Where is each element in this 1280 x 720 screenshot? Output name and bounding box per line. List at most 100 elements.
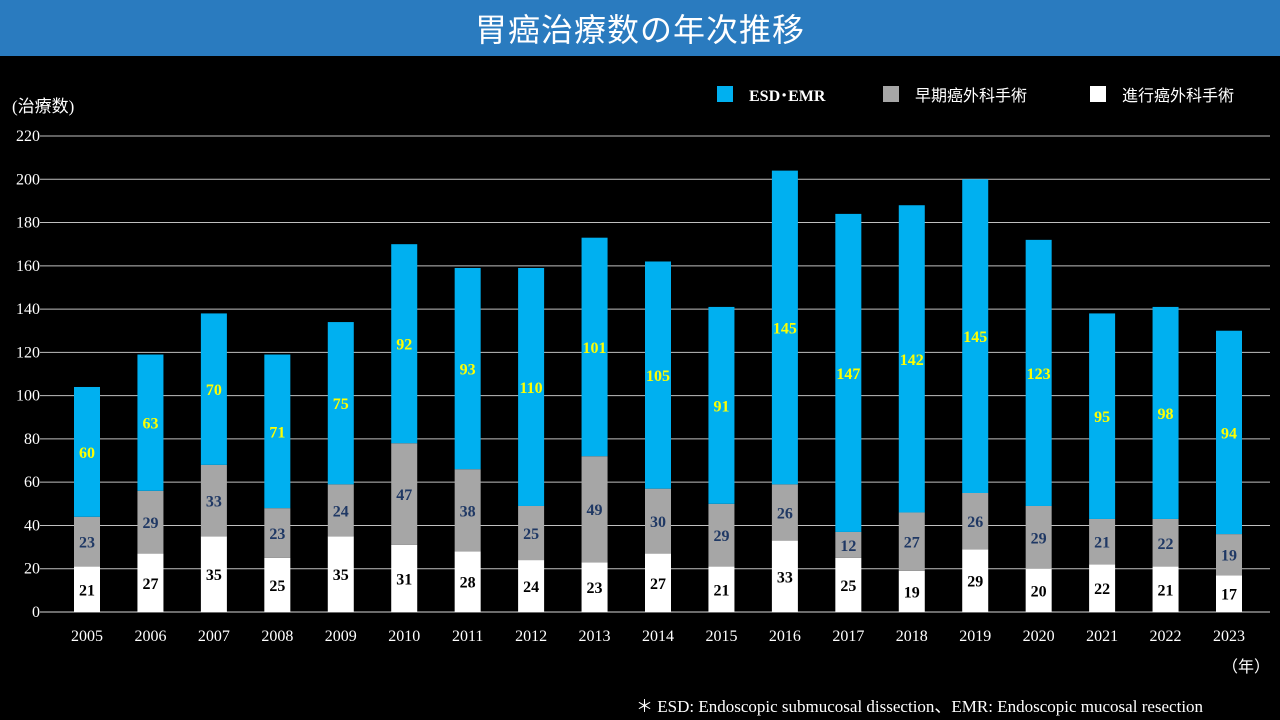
data-label: 145 xyxy=(963,329,987,346)
y-tick-label: 0 xyxy=(32,604,40,621)
bar-segment xyxy=(1152,518,1179,567)
bar-segment xyxy=(74,516,100,567)
data-label: 27 xyxy=(650,576,666,593)
bar-segment xyxy=(898,512,925,571)
bar-segment xyxy=(645,553,671,612)
data-label: 70 xyxy=(206,382,222,399)
data-label: 71 xyxy=(269,424,285,441)
legend-label: ESD･EMR xyxy=(749,88,826,105)
bar-segment xyxy=(835,531,862,558)
bar-segment xyxy=(1025,505,1052,569)
data-label: 21 xyxy=(1094,535,1110,552)
y-tick-label: 200 xyxy=(16,171,40,188)
x-tick-label: 2007 xyxy=(198,628,230,645)
data-label: 35 xyxy=(333,567,349,584)
y-tick-label: 140 xyxy=(16,301,40,318)
y-tick-label: 160 xyxy=(16,258,40,275)
data-label: 28 xyxy=(460,575,476,592)
bar-segment xyxy=(645,261,671,489)
bar-segment xyxy=(1216,330,1242,535)
data-label: 38 xyxy=(460,503,476,520)
data-label: 110 xyxy=(520,380,543,397)
bar-segment xyxy=(391,443,418,545)
bar-segment xyxy=(962,493,989,550)
x-tick-label: 2008 xyxy=(261,628,293,645)
data-label: 19 xyxy=(1221,548,1237,565)
bar-segment xyxy=(327,536,354,612)
data-label: 123 xyxy=(1027,366,1051,383)
x-tick-label: 2014 xyxy=(642,628,674,645)
data-label: 60 xyxy=(79,445,95,462)
data-label: 23 xyxy=(587,580,603,597)
data-label: 22 xyxy=(1158,536,1174,553)
data-label: 29 xyxy=(142,515,158,532)
y-tick-label: 120 xyxy=(16,344,40,361)
bar-segment xyxy=(771,484,798,541)
data-label: 26 xyxy=(777,505,793,522)
bar-segment xyxy=(898,570,925,612)
data-label: 12 xyxy=(840,538,856,555)
x-tick-label: 2018 xyxy=(896,628,928,645)
x-tick-label: 2017 xyxy=(832,628,864,645)
x-tick-label: 2005 xyxy=(71,628,103,645)
data-label: 24 xyxy=(333,503,349,520)
bar-segment xyxy=(581,562,608,612)
bar-segment xyxy=(581,237,608,457)
legend: ESD･EMR 早期癌外科手術 進行癌外科手術 xyxy=(0,82,1280,106)
data-label: 105 xyxy=(646,368,670,385)
data-label: 93 xyxy=(460,362,476,379)
bar-segment xyxy=(1025,568,1052,612)
data-label: 25 xyxy=(269,578,285,595)
data-label: 24 xyxy=(523,579,539,596)
x-tick-label: 2015 xyxy=(705,628,737,645)
x-tick-label: 2019 xyxy=(959,628,991,645)
data-label: 145 xyxy=(773,320,797,337)
bar-segment xyxy=(771,170,798,485)
chart-title: 胃癌治療数の年次推移 xyxy=(474,11,805,49)
data-label: 20 xyxy=(1031,583,1047,600)
data-label: 142 xyxy=(900,352,924,369)
bar-segment xyxy=(1025,239,1052,506)
data-label: 35 xyxy=(206,567,222,584)
legend-swatch xyxy=(883,86,899,102)
bar-segment xyxy=(962,179,989,494)
bar-segment xyxy=(1089,518,1116,565)
bar-segment xyxy=(581,456,608,563)
data-label: 29 xyxy=(1031,530,1047,547)
bar-segment xyxy=(264,508,291,558)
data-label: 147 xyxy=(836,366,860,383)
bar-segment xyxy=(74,386,100,517)
bar-segment xyxy=(264,354,291,509)
bar-segment xyxy=(518,267,545,506)
data-label: 33 xyxy=(777,569,793,586)
data-label: 101 xyxy=(583,340,607,357)
bar-segment xyxy=(74,566,100,612)
bar-segment xyxy=(327,484,354,537)
data-label: 49 xyxy=(587,502,603,519)
bar-segment xyxy=(898,205,925,513)
x-tick-label: 2006 xyxy=(134,628,166,645)
bar-segment xyxy=(264,557,291,612)
legend-item-esd-emr: ESD･EMR xyxy=(717,82,825,106)
x-tick-label: 2009 xyxy=(325,628,357,645)
data-label: 98 xyxy=(1158,406,1174,423)
bar-segment xyxy=(391,244,418,444)
x-tick-label: 2010 xyxy=(388,628,420,645)
bar-segment xyxy=(835,557,862,612)
bar-segment xyxy=(835,213,862,532)
x-tick-label: 2011 xyxy=(452,628,483,645)
data-label: 92 xyxy=(396,337,412,354)
legend-item-advanced-surgery: 進行癌外科手術 xyxy=(1090,82,1234,106)
bar-segment xyxy=(1089,313,1116,519)
bar-segment xyxy=(200,313,227,465)
bar-segment xyxy=(200,536,227,612)
bar-segment xyxy=(708,503,735,567)
data-label: 25 xyxy=(523,526,539,543)
bar-segment xyxy=(1216,534,1242,576)
bar-segment xyxy=(1152,566,1179,612)
legend-swatch xyxy=(717,86,733,102)
bar-segment xyxy=(1216,575,1242,612)
footnote: ＊ ESD: Endoscopic submucosal dissection、… xyxy=(636,697,1204,716)
x-tick-label: 2013 xyxy=(579,628,611,645)
data-label: 94 xyxy=(1221,425,1237,442)
